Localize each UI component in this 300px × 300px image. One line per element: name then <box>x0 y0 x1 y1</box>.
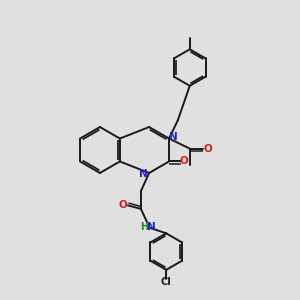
Text: O: O <box>119 200 128 210</box>
Text: N: N <box>147 222 156 232</box>
Text: Cl: Cl <box>161 277 172 287</box>
Text: O: O <box>180 157 189 166</box>
Text: N: N <box>140 169 148 179</box>
Text: N: N <box>169 132 178 142</box>
Text: H: H <box>140 222 148 232</box>
Text: O: O <box>203 144 212 154</box>
